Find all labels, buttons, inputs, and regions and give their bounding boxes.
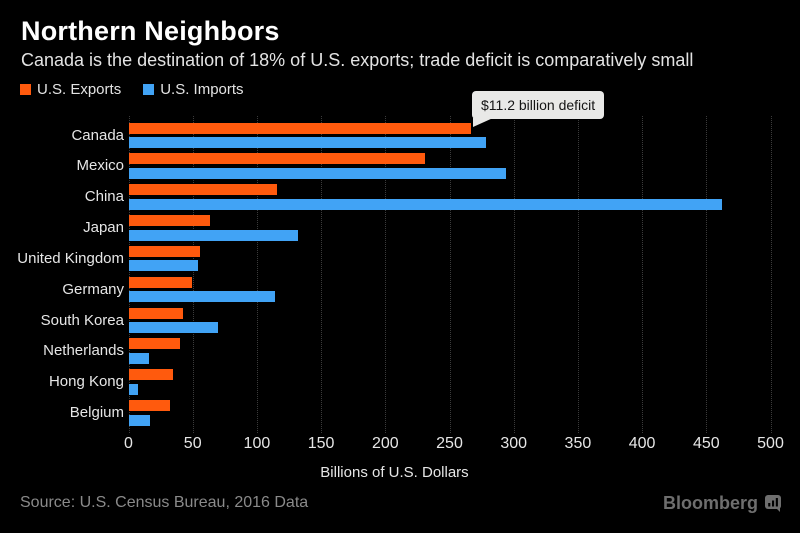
bar-u-s-imports-hong-kong[interactable] <box>128 383 138 395</box>
tooltip-pointer-icon <box>473 118 493 127</box>
x-tick-label-200: 200 <box>371 435 399 452</box>
gridline-300 <box>513 116 515 433</box>
bar-u-s-exports-mexico[interactable] <box>128 153 426 165</box>
gridline-500 <box>770 116 772 433</box>
x-tick-label-450: 450 <box>692 435 720 452</box>
brand-mark: Bloomberg <box>663 493 782 514</box>
bar-u-s-exports-china[interactable] <box>128 184 278 196</box>
chart-subtitle: Canada is the destination of 18% of U.S.… <box>21 50 694 70</box>
gridline-50 <box>192 116 194 433</box>
category-label-germany: Germany <box>62 280 124 298</box>
gridline-200 <box>385 116 387 433</box>
bar-u-s-imports-china[interactable] <box>128 198 723 210</box>
gridline-250 <box>449 116 451 433</box>
gridline-350 <box>577 116 579 433</box>
gridline-450 <box>706 116 708 433</box>
tooltip-text: $11.2 billion deficit <box>481 97 596 113</box>
bar-u-s-exports-canada[interactable] <box>128 122 472 134</box>
x-tick-label-250: 250 <box>436 435 463 452</box>
x-tick-label-150: 150 <box>307 435 335 452</box>
tooltip: $11.2 billion deficit <box>472 91 605 119</box>
plot-area: 0 50 100 150 200 250 300 350 400 450 500 Canada Mexi… <box>0 116 800 464</box>
bar-u-s-imports-mexico[interactable] <box>128 167 507 179</box>
category-label-mexico: Mexico <box>76 157 124 175</box>
bar-u-s-imports-germany[interactable] <box>128 291 276 303</box>
x-tick-label-500: 500 <box>757 435 784 452</box>
legend-swatch-icon-u-s-imports <box>143 84 155 95</box>
category-label-japan: Japan <box>83 219 124 237</box>
bar-u-s-exports-hong-kong[interactable] <box>128 369 174 381</box>
category-label-netherlands: Netherlands <box>43 342 124 360</box>
category-label-canada: Canada <box>71 126 124 144</box>
bar-u-s-imports-belgium[interactable] <box>128 414 151 426</box>
x-tick-label-400: 400 <box>628 435 656 452</box>
legend-item-u-s-imports[interactable]: U.S. Imports <box>143 81 244 98</box>
category-label-china: China <box>84 188 124 206</box>
x-axis-title: Billions of U.S. Dollars <box>320 464 469 481</box>
x-tick-label-50: 50 <box>183 435 202 452</box>
legend-item-u-s-exports[interactable]: U.S. Exports <box>20 81 121 98</box>
legend-label-u-s-exports: U.S. Exports <box>37 81 122 98</box>
legend-swatch-icon-u-s-exports <box>20 84 31 95</box>
bar-u-s-imports-canada[interactable] <box>128 137 486 148</box>
gridline-100 <box>256 116 258 433</box>
bar-u-s-exports-netherlands[interactable] <box>128 338 181 350</box>
category-label-united-kingdom: United Kingdom <box>17 249 124 267</box>
gridline-400 <box>642 116 644 433</box>
gridline-150 <box>321 116 323 433</box>
bloomberg-terminal-icon <box>765 495 782 512</box>
source-note: Source: U.S. Census Bureau, 2016 Data <box>20 494 309 511</box>
brand-wordmark: Bloomberg <box>662 493 758 513</box>
category-label-south-korea: South Korea <box>40 311 124 329</box>
bar-u-s-imports-united-kingdom[interactable] <box>128 260 199 272</box>
bar-u-s-exports-united-kingdom[interactable] <box>128 245 200 257</box>
x-tick-label-350: 350 <box>564 435 592 452</box>
bar-u-s-exports-japan[interactable] <box>128 215 210 227</box>
category-label-belgium: Belgium <box>69 404 124 422</box>
bar-u-s-imports-south-korea[interactable] <box>128 322 219 334</box>
bar-u-s-imports-netherlands[interactable] <box>128 352 150 364</box>
legend: U.S. Exports U.S. Imports <box>20 81 244 98</box>
x-tick-label-300: 300 <box>500 435 528 452</box>
bar-u-s-exports-south-korea[interactable] <box>128 307 183 319</box>
gridline-0 <box>128 116 130 433</box>
x-tick-label-0: 0 <box>124 435 133 452</box>
bar-u-s-exports-belgium[interactable] <box>128 400 171 412</box>
chart-title: Northern Neighbors <box>21 16 280 46</box>
bar-u-s-imports-japan[interactable] <box>128 229 299 241</box>
x-tick-label-100: 100 <box>243 435 271 452</box>
legend-label-u-s-imports: U.S. Imports <box>160 81 244 98</box>
bar-u-s-exports-germany[interactable] <box>128 276 192 288</box>
category-label-hong-kong: Hong Kong <box>48 373 124 391</box>
